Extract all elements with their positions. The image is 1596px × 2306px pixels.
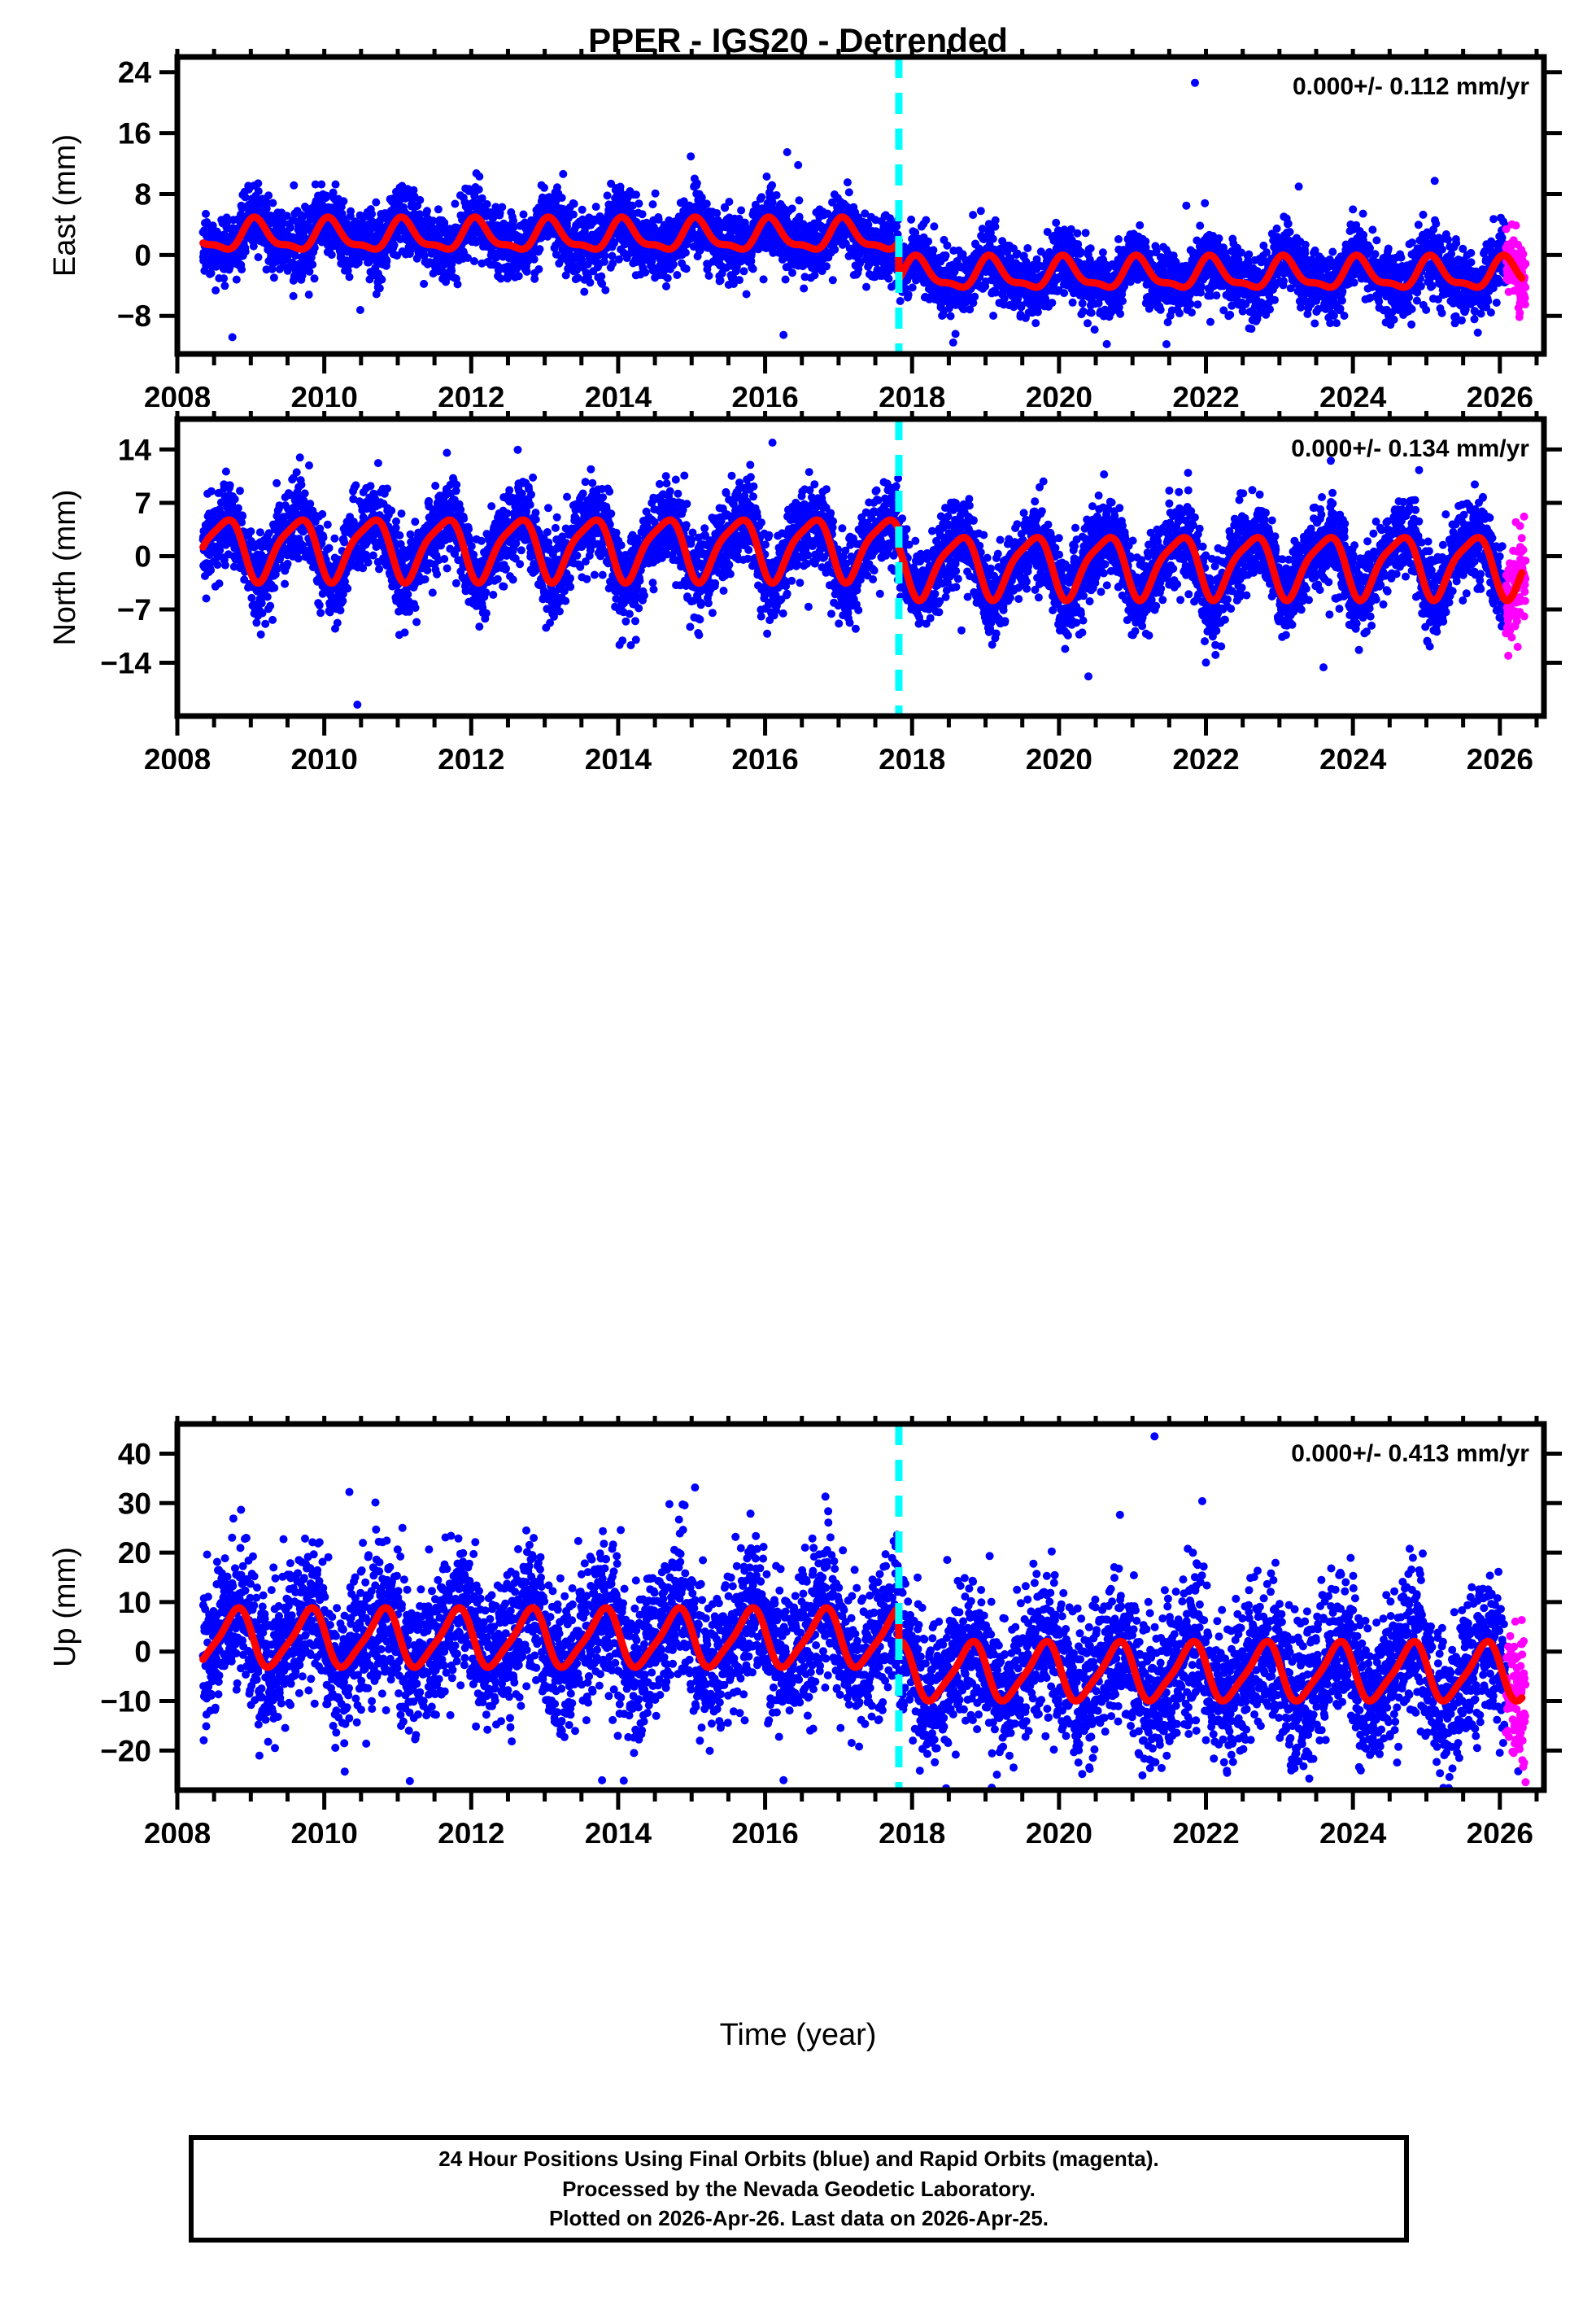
- xtick-label-up-8: 2024: [1319, 1817, 1387, 1843]
- xtick-label-north-8: 2024: [1319, 743, 1387, 769]
- xtick-label-up-3: 2014: [585, 1817, 652, 1843]
- xtick-label-east-8: 2024: [1319, 381, 1387, 407]
- xtick-label-north-4: 2016: [731, 743, 798, 769]
- xtick-label-east-3: 2014: [585, 381, 652, 407]
- ytick-label-up-5: −10: [100, 1685, 151, 1719]
- data-layer-east: [198, 78, 1530, 348]
- scatter-final-orbits: [198, 78, 1510, 348]
- ytick-label-north-4: −14: [100, 646, 151, 679]
- xtick-label-north-5: 2018: [879, 743, 945, 769]
- axis-ticks: [159, 411, 1562, 736]
- xtick-label-north-6: 2020: [1026, 743, 1092, 769]
- xtick-label-east-6: 2020: [1026, 381, 1092, 407]
- xtick-label-east-0: 2008: [144, 381, 211, 407]
- xtick-label-up-4: 2016: [731, 1817, 798, 1843]
- ytick-label-up-3: 10: [118, 1586, 151, 1619]
- xtick-label-east-1: 2010: [290, 381, 357, 407]
- xtick-label-east-4: 2016: [731, 381, 798, 407]
- yaxis-title-north: North (mm): [48, 489, 82, 645]
- ytick-label-east-0: 24: [118, 56, 152, 90]
- panel-north: 14 7 0 −7 −14 2008 2010 2012 2014 2016 2018 2020 202…: [0, 411, 1596, 769]
- caption-box: 24 Hour Positions Using Final Orbits (bl…: [189, 2135, 1409, 2243]
- ytick-label-east-1: 16: [118, 117, 151, 151]
- yaxis-title-east: East (mm): [48, 134, 82, 277]
- plot-area-north: 14 7 0 −7 −14 2008 2010 2012 2014 2016 2018 2020 202…: [48, 411, 1562, 769]
- ytick-label-north-2: 0: [134, 539, 151, 573]
- xtick-label-east-5: 2018: [879, 381, 945, 407]
- xtick-label-north-9: 2026: [1467, 743, 1533, 769]
- xtick-label-up-5: 2018: [879, 1817, 945, 1843]
- ytick-label-up-6: −20: [100, 1734, 151, 1767]
- xtick-label-east-9: 2026: [1467, 381, 1533, 407]
- ytick-label-east-4: −8: [117, 299, 151, 333]
- rate-annotation-up: 0.000+/- 0.413 mm/yr: [1291, 1440, 1529, 1467]
- xtick-label-up-7: 2022: [1172, 1817, 1239, 1843]
- yaxis-title-up: Up (mm): [48, 1547, 82, 1667]
- plot-area-east: 24 16 8 0 −8 2008 2010 2012 2014 2016 2018 2020 2022…: [48, 49, 1562, 407]
- caption-line-1: 24 Hour Positions Using Final Orbits (bl…: [438, 2146, 1159, 2171]
- caption-line-3: Plotted on 2026-Apr-26. Last data on 202…: [548, 2206, 1049, 2231]
- xaxis-title: Time (year): [719, 2018, 877, 2052]
- rate-annotation-east: 0.000+/- 0.112 mm/yr: [1293, 73, 1529, 100]
- panel-up: 40 30 20 10 0 −10 −20 2008 2010 2012 2014 2016 2018 2…: [0, 1416, 1596, 1843]
- xtick-label-up-1: 2010: [290, 1817, 357, 1843]
- panel-east: 24 16 8 0 −8 2008 2010 2012 2014 2016 2018 2020 2022…: [0, 49, 1596, 407]
- caption-line-2: Processed by the Nevada Geodetic Laborat…: [562, 2176, 1036, 2201]
- ytick-label-east-3: 0: [134, 238, 151, 272]
- xtick-label-east-2: 2012: [438, 381, 504, 407]
- plot-frame: [174, 54, 1547, 357]
- plot-frame: [174, 1421, 1547, 1793]
- plot-frame: [174, 416, 1547, 719]
- xtick-label-north-2: 2012: [438, 743, 504, 769]
- data-layer-north: [198, 439, 1530, 709]
- page-title: PPER - IGS20 - Detrended: [588, 21, 1008, 59]
- ytick-label-up-0: 40: [118, 1437, 151, 1470]
- axis-ticks: [159, 1416, 1562, 1810]
- xtick-label-up-2: 2012: [438, 1817, 504, 1843]
- xtick-label-north-0: 2008: [144, 743, 211, 769]
- xtick-label-north-3: 2014: [585, 743, 652, 769]
- ytick-label-north-1: 7: [134, 487, 151, 520]
- scatter-final-orbits: [198, 1432, 1523, 1790]
- xtick-label-up-0: 2008: [144, 1817, 211, 1843]
- ytick-label-up-4: 0: [134, 1636, 151, 1669]
- xtick-label-north-7: 2022: [1172, 743, 1239, 769]
- axis-ticks: [159, 49, 1562, 373]
- ytick-label-north-3: −7: [117, 593, 151, 627]
- rate-annotation-north: 0.000+/- 0.134 mm/yr: [1291, 435, 1529, 462]
- xtick-label-up-9: 2026: [1467, 1817, 1533, 1843]
- ytick-label-north-0: 14: [118, 433, 152, 466]
- data-layer-up: [198, 1432, 1530, 1790]
- ytick-label-east-2: 8: [134, 177, 151, 211]
- xtick-label-east-7: 2022: [1172, 381, 1239, 407]
- ytick-label-up-2: 20: [118, 1536, 151, 1570]
- ytick-label-up-1: 30: [118, 1487, 151, 1520]
- xtick-label-up-6: 2020: [1026, 1817, 1092, 1843]
- xtick-label-north-1: 2010: [290, 743, 357, 769]
